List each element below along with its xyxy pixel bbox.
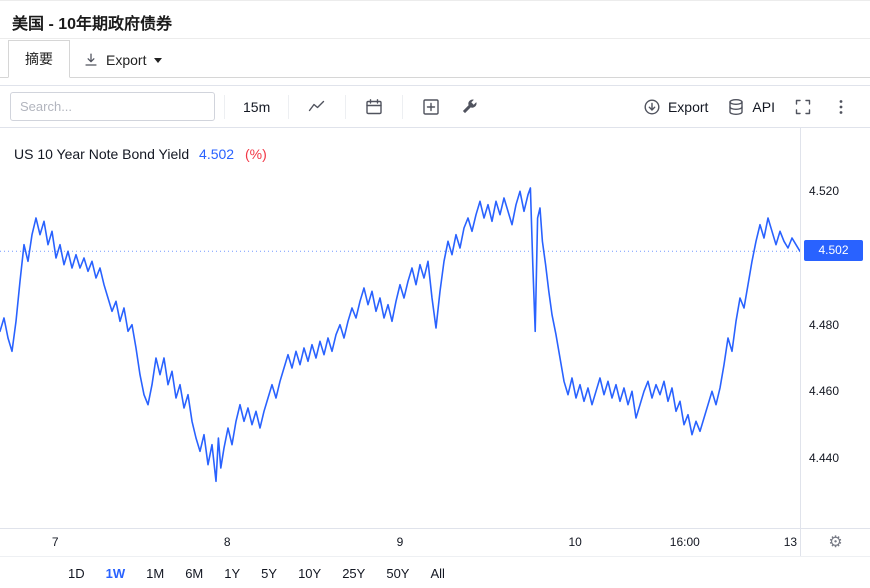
range-1w[interactable]: 1W	[105, 565, 126, 581]
range-6m[interactable]: 6M	[185, 565, 204, 581]
price-line-series	[0, 187, 800, 483]
more-options-button[interactable]	[822, 97, 860, 117]
api-button-label: API	[752, 98, 775, 115]
api-button[interactable]: API	[717, 97, 784, 117]
page-header: 美国 - 10年期政府债券	[0, 1, 870, 39]
caret-down-icon	[154, 57, 163, 63]
chart-toolbar: 15m	[0, 86, 870, 128]
range-selector: 1D 1W 1M 6M 1Y 5Y 10Y 25Y 50Y All	[0, 556, 870, 588]
chart-legend: US 10 Year Note Bond Yield 4.502 (%)	[14, 146, 267, 162]
x-axis-label: 16:00	[669, 535, 700, 549]
series-unit: (%)	[244, 146, 267, 162]
line-chart-icon	[309, 100, 325, 111]
indicators-button[interactable]	[450, 97, 488, 117]
interval-label: 15m	[243, 98, 271, 115]
toolbar-separator	[345, 94, 347, 119]
price-axis[interactable]: 4.520 4.480 4.460 4.440 4.502	[800, 128, 870, 528]
range-10y[interactable]: 10Y	[298, 565, 322, 581]
series-title: US 10 Year Note Bond Yield	[14, 146, 190, 162]
chart-style-button[interactable]	[298, 97, 336, 117]
goto-date-button[interactable]	[355, 97, 393, 117]
tab-bar: 摘要 Export	[0, 39, 870, 78]
kebab-menu-icon	[839, 99, 843, 114]
current-price-badge: 4.502	[804, 240, 863, 262]
toolbar-separator	[402, 94, 404, 119]
range-50y[interactable]: 50Y	[386, 565, 410, 581]
wrench-icon	[463, 99, 477, 113]
y-axis-label: 4.440	[809, 451, 840, 465]
x-axis-label: 9	[396, 535, 404, 549]
price-chart[interactable]	[0, 128, 800, 528]
toolbar-separator	[224, 94, 225, 119]
range-25y[interactable]: 25Y	[342, 565, 366, 581]
export-button[interactable]: Export	[633, 97, 717, 117]
fullscreen-button[interactable]	[784, 97, 822, 117]
download-icon	[85, 53, 97, 66]
page-title: 美国 - 10年期政府债券	[12, 16, 173, 33]
range-5y[interactable]: 5Y	[261, 565, 278, 581]
search-input[interactable]	[10, 92, 215, 121]
cloud-download-icon	[644, 98, 660, 115]
range-1d[interactable]: 1D	[68, 565, 85, 581]
range-1m[interactable]: 1M	[146, 565, 165, 581]
series-value: 4.502	[199, 146, 235, 162]
y-axis-label: 4.520	[809, 184, 840, 199]
chart-area: US 10 Year Note Bond Yield 4.502 (%) 4.5…	[0, 128, 870, 556]
compare-button[interactable]	[412, 97, 450, 117]
export-menu-label: Export	[106, 52, 147, 68]
export-menu-button[interactable]: Export	[70, 43, 174, 77]
range-all[interactable]: All	[430, 565, 445, 581]
range-1y[interactable]: 1Y	[224, 565, 241, 581]
y-axis-label: 4.460	[809, 384, 840, 399]
chart-widget: 15m	[0, 85, 870, 588]
x-axis-label: 8	[223, 535, 231, 549]
interval-button[interactable]: 15m	[234, 99, 279, 115]
export-button-label: Export	[667, 98, 709, 115]
time-axis[interactable]: 7 8 9 10 16:00 13	[0, 528, 800, 556]
y-axis-label: 4.480	[809, 317, 840, 332]
axis-corner: ⚙	[800, 528, 870, 556]
x-axis-label: 13	[783, 535, 798, 549]
x-axis-label: 10	[568, 535, 582, 549]
tab-summary[interactable]: 摘要	[8, 40, 70, 78]
x-axis-label: 7	[51, 535, 59, 549]
plus-icon	[423, 98, 439, 115]
gear-icon[interactable]: ⚙	[828, 533, 843, 551]
calendar-icon	[366, 98, 382, 114]
fullscreen-icon	[795, 99, 811, 114]
database-icon	[729, 98, 744, 115]
tab-summary-label: 摘要	[25, 51, 53, 67]
toolbar-separator	[288, 94, 290, 119]
